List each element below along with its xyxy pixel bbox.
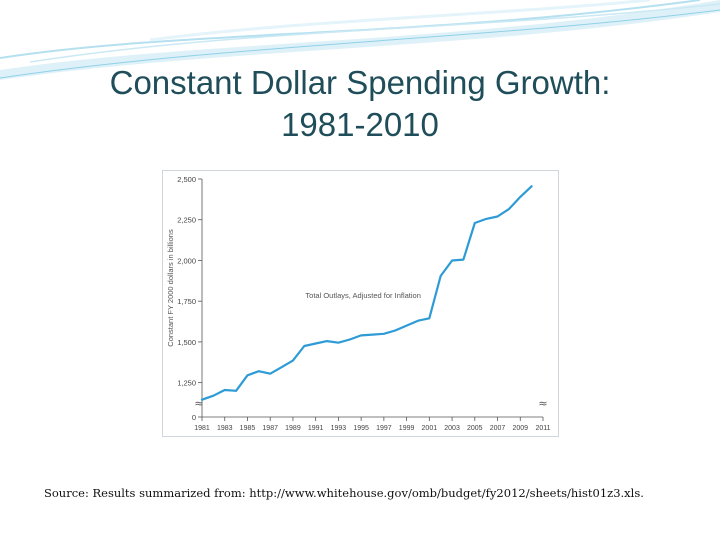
x-tick-label: 1989	[285, 425, 301, 432]
y-tick-label: 0	[192, 413, 196, 422]
x-tick-label: 1985	[240, 425, 256, 432]
header-swoosh-decoration	[0, 0, 720, 80]
x-tick-label: 2007	[490, 425, 506, 432]
axis-break-right: ≈	[538, 397, 547, 410]
y-tick-label: 1,250	[177, 379, 196, 388]
x-tick-label: 1995	[353, 425, 369, 432]
y-tick-label: 1,750	[177, 297, 196, 306]
x-tick-label: 2011	[535, 425, 550, 432]
y-tick-label: 1,500	[177, 338, 196, 347]
source-note: Source: Results summarized from: http://…	[44, 486, 644, 500]
series-annotation: Total Outlays, Adjusted for Inflation	[305, 291, 420, 300]
x-tick-label: 2005	[467, 425, 483, 432]
y-tick-label: 2,250	[177, 216, 196, 225]
slide-title: Constant Dollar Spending Growth: 1981-20…	[40, 62, 680, 146]
x-tick-label: 1987	[262, 425, 278, 432]
slide-title-line-1: Constant Dollar Spending Growth:	[109, 64, 611, 101]
y-axis-label: Constant FY 2000 dollars in billions	[166, 229, 175, 347]
slide-title-line-2: 1981-2010	[281, 106, 439, 143]
x-tick-label: 2009	[512, 425, 528, 432]
y-tick-label: 2,000	[177, 256, 196, 265]
x-tick-label: 1997	[376, 425, 392, 432]
x-tick-label: 1983	[217, 425, 233, 432]
x-tick-label: 1991	[308, 425, 324, 432]
y-tick-label: 2,500	[177, 175, 196, 184]
x-tick-label: 2001	[422, 425, 438, 432]
x-tick-label: 2003	[444, 425, 460, 432]
x-tick-label: 1999	[399, 425, 415, 432]
line-chart: 0 1,250 1,500 1,750 2,000 2,250 2,500 1981 1983 1…	[166, 175, 551, 432]
axis-break-left: ≈	[194, 397, 203, 410]
chart-frame: 0 1,250 1,500 1,750 2,000 2,250 2,500 1981 1983 1…	[162, 170, 559, 437]
x-tick-label: 1993	[331, 425, 347, 432]
x-tick-label: 1981	[194, 425, 210, 432]
series-line-total-outlays	[200, 185, 533, 401]
